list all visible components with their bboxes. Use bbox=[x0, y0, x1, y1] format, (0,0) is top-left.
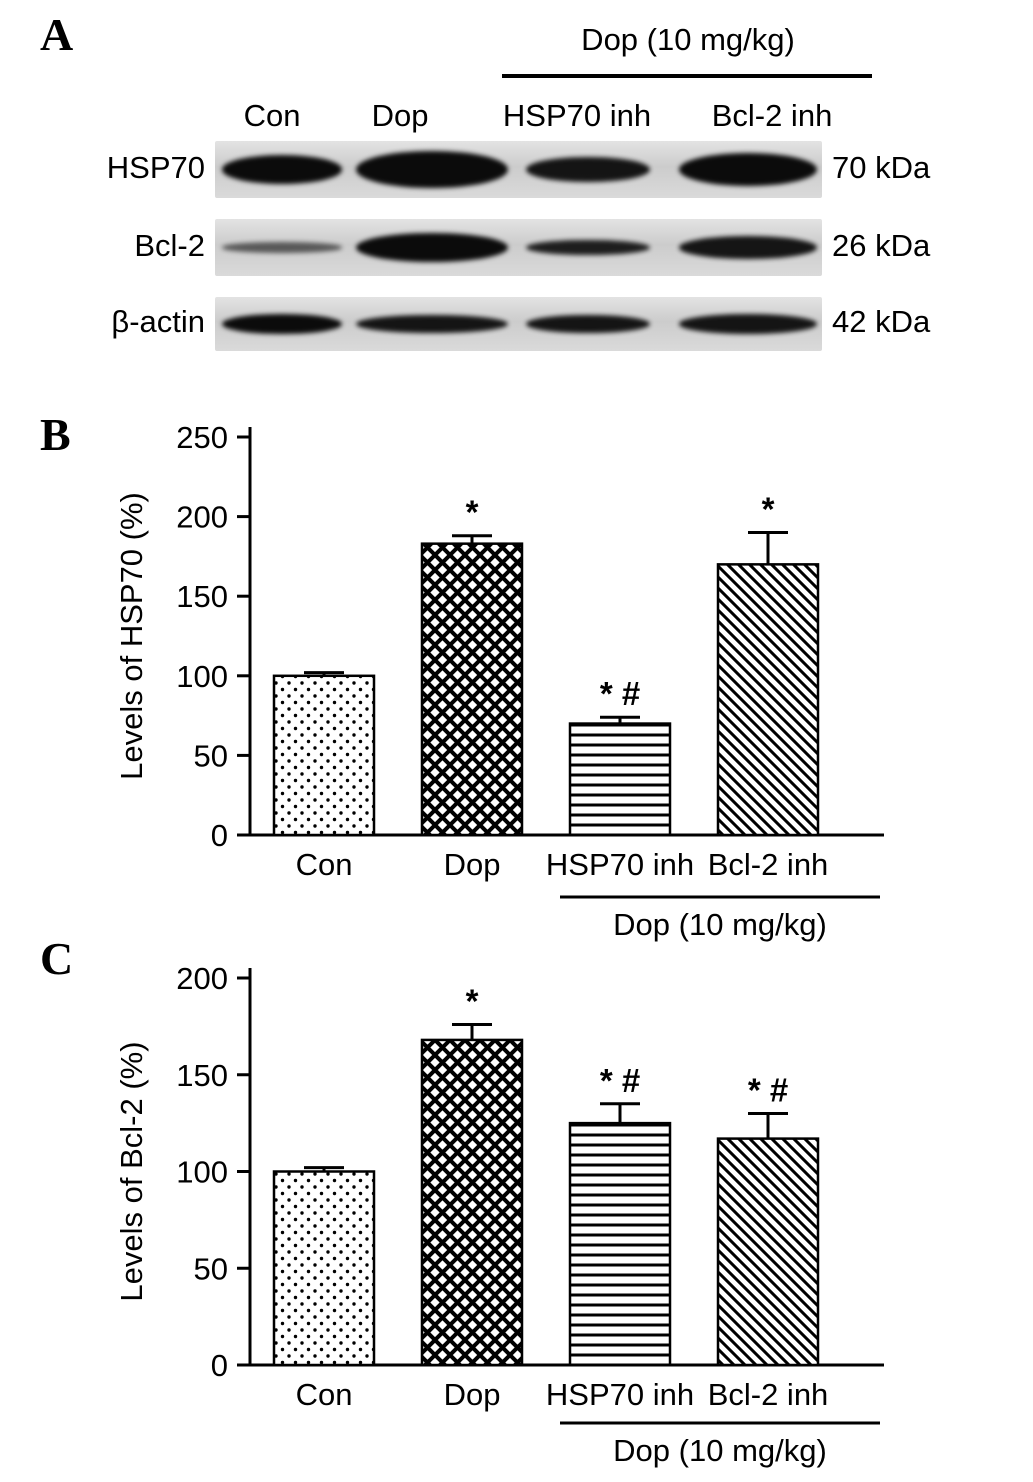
lane-label: Con bbox=[243, 98, 301, 133]
x-category-label: Dop bbox=[444, 847, 501, 882]
group-label: Dop (10 mg/kg) bbox=[613, 1433, 827, 1468]
y-tick-label: 150 bbox=[176, 579, 228, 614]
bar bbox=[272, 674, 376, 837]
panel-a-label: A bbox=[40, 9, 74, 60]
molecular-weight-label: 42 kDa bbox=[832, 304, 931, 339]
significance-marker: * # bbox=[600, 1062, 640, 1099]
significance-marker: * bbox=[466, 982, 479, 1019]
bar bbox=[568, 722, 672, 837]
protein-label: Bcl-2 bbox=[134, 227, 205, 263]
blot-strip bbox=[215, 297, 822, 351]
y-tick-label: 100 bbox=[176, 659, 228, 694]
bar bbox=[272, 1170, 376, 1367]
y-tick-label: 0 bbox=[211, 818, 228, 853]
x-category-label: Bcl-2 inh bbox=[708, 1377, 829, 1412]
protein-label: HSP70 bbox=[106, 149, 205, 185]
protein-band bbox=[222, 242, 342, 253]
hsp70-bar-chart: 0 50 100 150 200 250 Levels of HSP70 (%) Con * Do… bbox=[114, 420, 884, 942]
y-tick-label: 50 bbox=[194, 738, 228, 773]
bar bbox=[568, 1121, 672, 1367]
y-tick-label: 100 bbox=[176, 1155, 228, 1190]
bar bbox=[716, 1137, 820, 1367]
protein-band bbox=[679, 152, 817, 187]
treatment-group-underline bbox=[502, 74, 872, 78]
protein-label: β-actin bbox=[111, 304, 205, 339]
protein-band bbox=[356, 150, 508, 189]
y-tick-label: 150 bbox=[176, 1058, 228, 1093]
treatment-group-header: Dop (10 mg/kg) bbox=[581, 22, 795, 57]
protein-band bbox=[526, 239, 650, 256]
protein-band bbox=[356, 232, 508, 263]
y-tick-label: 50 bbox=[194, 1251, 228, 1286]
significance-marker: * bbox=[762, 491, 775, 528]
y-tick-label: 0 bbox=[211, 1348, 228, 1383]
x-category-label: Bcl-2 inh bbox=[708, 847, 829, 882]
significance-marker: * # bbox=[748, 1071, 788, 1108]
bar bbox=[420, 542, 524, 837]
significance-marker: * bbox=[466, 494, 479, 531]
molecular-weight-label: 26 kDa bbox=[832, 227, 931, 263]
protein-band bbox=[222, 313, 342, 335]
protein-band bbox=[526, 314, 650, 334]
y-axis-title: Levels of Bcl-2 (%) bbox=[114, 1041, 149, 1301]
panel-b-label: B bbox=[40, 409, 71, 460]
x-category-label: HSP70 inh bbox=[546, 1377, 694, 1412]
protein-band bbox=[526, 156, 650, 183]
y-tick-label: 200 bbox=[176, 500, 228, 535]
protein-band bbox=[222, 155, 342, 184]
lane-labels-row: Con Dop HSP70 inh Bcl-2 inh bbox=[0, 98, 1033, 140]
x-category-label: HSP70 inh bbox=[546, 847, 694, 882]
bcl2-bar-chart: 0 50 100 150 200 Levels of Bcl-2 (%) Con * Dop * … bbox=[114, 961, 884, 1468]
bar bbox=[420, 1038, 524, 1367]
y-axis-title: Levels of HSP70 (%) bbox=[114, 492, 149, 780]
blot-strip bbox=[215, 219, 822, 276]
x-category-label: Con bbox=[296, 1377, 353, 1412]
lane-label: HSP70 inh bbox=[502, 98, 652, 133]
bar bbox=[716, 563, 820, 837]
lane-label: Dop bbox=[371, 98, 429, 133]
significance-marker: * # bbox=[600, 675, 640, 712]
x-category-label: Dop bbox=[444, 1377, 501, 1412]
protein-band bbox=[679, 236, 817, 259]
blot-strip bbox=[215, 141, 822, 198]
lane-label: Bcl-2 inh bbox=[711, 98, 833, 133]
y-tick-label: 200 bbox=[176, 961, 228, 996]
molecular-weight-label: 70 kDa bbox=[832, 149, 931, 185]
protein-band bbox=[679, 314, 817, 334]
panel-c-label: C bbox=[40, 933, 74, 984]
group-label: Dop (10 mg/kg) bbox=[613, 907, 827, 942]
x-category-label: Con bbox=[296, 847, 353, 882]
y-tick-label: 250 bbox=[176, 420, 228, 455]
protein-band bbox=[356, 314, 508, 334]
